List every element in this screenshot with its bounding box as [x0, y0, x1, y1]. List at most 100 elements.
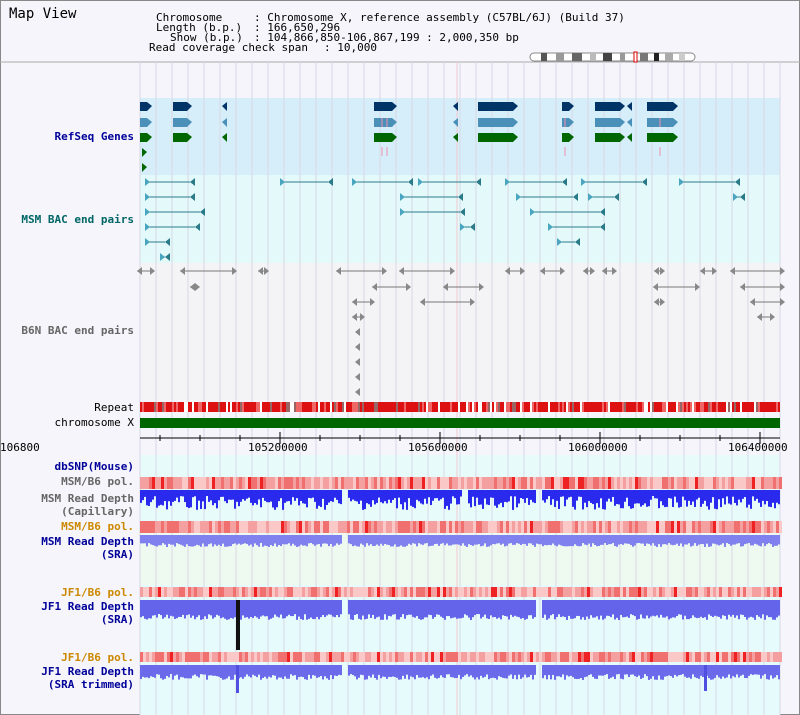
bac-end: [408, 178, 413, 186]
repeat-block: [348, 402, 350, 412]
depth-bar: [438, 665, 440, 678]
gene-arrow: [627, 118, 632, 127]
polymorphism-cell: [644, 521, 647, 533]
depth-bar: [526, 600, 528, 619]
depth-bar: [598, 535, 600, 546]
depth-bar: [664, 600, 666, 618]
depth-bar: [710, 665, 712, 680]
depth-bar: [188, 490, 190, 509]
depth-tracks[interactable]: [140, 490, 780, 693]
polymorphism-cell: [341, 521, 344, 533]
polymorphism-cell: [764, 521, 767, 533]
depth-bar: [492, 490, 494, 498]
depth-bar: [652, 600, 654, 616]
polymorphism-cell: [605, 587, 608, 597]
depth-bar: [582, 490, 584, 510]
depth-bar: [718, 600, 720, 617]
polymorphism-cell: [368, 587, 371, 597]
bac-end: [352, 178, 357, 186]
depth-bar: [462, 535, 464, 544]
depth-bar: [734, 600, 736, 618]
track-label-msm-pol-2[interactable]: MSM/B6 pol.: [61, 520, 134, 533]
polymorphism-tracks[interactable]: [140, 477, 782, 662]
depth-bar: [652, 490, 654, 497]
polymorphism-cell: [317, 477, 320, 489]
depth-bar: [602, 600, 604, 620]
track-label-msm-bac[interactable]: MSM BAC end pairs: [21, 213, 134, 226]
polymorphism-cell: [290, 587, 293, 597]
track-label-msm-depth-sra-1[interactable]: MSM Read Depth: [41, 535, 134, 548]
gene-block: [595, 102, 620, 111]
depth-bar: [278, 490, 280, 502]
depth-bar: [248, 665, 250, 677]
depth-bar: [220, 490, 222, 497]
depth-bar: [662, 600, 664, 618]
track-label-dbsnp[interactable]: dbSNP(Mouse): [54, 460, 134, 473]
depth-bar: [408, 665, 410, 680]
depth-bar: [382, 600, 384, 620]
polymorphism-cell: [176, 521, 179, 533]
b6n-bac-track[interactable]: [137, 267, 785, 396]
track-label-b6n-bac[interactable]: B6N BAC end pairs: [21, 324, 134, 337]
msm-bac-track[interactable]: [145, 178, 745, 261]
polymorphism-cell: [779, 521, 782, 533]
track-label-jf1-pol-1[interactable]: JF1/B6 pol.: [61, 586, 134, 599]
repeat-block: [434, 402, 436, 412]
depth-bar: [294, 600, 296, 615]
polymorphism-cell: [221, 652, 224, 662]
track-label-jf1-depth-trim-1[interactable]: JF1 Read Depth: [41, 665, 134, 678]
depth-bar: [582, 665, 584, 680]
repeat-block: [404, 402, 406, 412]
depth-bar: [358, 600, 360, 619]
depth-bar: [682, 665, 684, 675]
repeat-block: [250, 402, 252, 412]
depth-bar: [516, 535, 518, 544]
polymorphism-cell: [725, 652, 728, 662]
depth-bar: [638, 535, 640, 544]
polymorphism-cell: [728, 652, 731, 662]
track-label-jf1-depth-sra-1[interactable]: JF1 Read Depth: [41, 600, 134, 613]
repeat-track[interactable]: [140, 402, 780, 412]
chromosome-ideogram[interactable]: [529, 51, 696, 63]
depth-bar: [670, 665, 672, 677]
track-label-jf1-pol-2[interactable]: JF1/B6 pol.: [61, 651, 134, 664]
depth-bar: [708, 665, 710, 679]
polymorphism-cell: [410, 652, 413, 662]
depth-bar: [454, 600, 456, 618]
depth-bar: [166, 600, 168, 615]
track-label-msm-pol-1[interactable]: MSM/B6 pol.: [61, 475, 134, 488]
repeat-block: [374, 402, 376, 412]
depth-bar: [628, 535, 630, 544]
polymorphism-cell: [497, 652, 500, 662]
polymorphism-cell: [749, 587, 752, 597]
repeat-block: [762, 402, 764, 412]
depth-bar: [676, 535, 678, 544]
repeat-block: [718, 402, 720, 412]
polymorphism-cell: [395, 652, 398, 662]
polymorphism-cell: [248, 587, 251, 597]
depth-bar: [626, 490, 628, 498]
polymorphism-cell: [173, 652, 176, 662]
depth-bar: [724, 600, 726, 616]
refseq-genes-track[interactable]: [140, 102, 678, 172]
depth-bar: [410, 490, 412, 506]
polymorphism-cell: [755, 587, 758, 597]
repeat-block: [208, 402, 210, 412]
depth-bar: [716, 490, 718, 510]
track-label-refseq[interactable]: RefSeq Genes: [54, 130, 134, 143]
depth-bar: [716, 600, 718, 617]
repeat-block: [200, 402, 202, 412]
track-label-msm-depth-cap-1[interactable]: MSM Read Depth: [41, 492, 134, 505]
polymorphism-cell: [734, 652, 737, 662]
polymorphism-cell: [326, 521, 329, 533]
repeat-block: [776, 402, 778, 412]
depth-bar: [338, 535, 340, 545]
depth-bar: [210, 600, 212, 616]
depth-bar: [592, 600, 594, 618]
depth-bar: [632, 535, 634, 547]
polymorphism-cell: [371, 521, 374, 533]
depth-bar: [310, 535, 312, 544]
polymorphism-cell: [506, 652, 509, 662]
depth-bar: [508, 490, 510, 502]
